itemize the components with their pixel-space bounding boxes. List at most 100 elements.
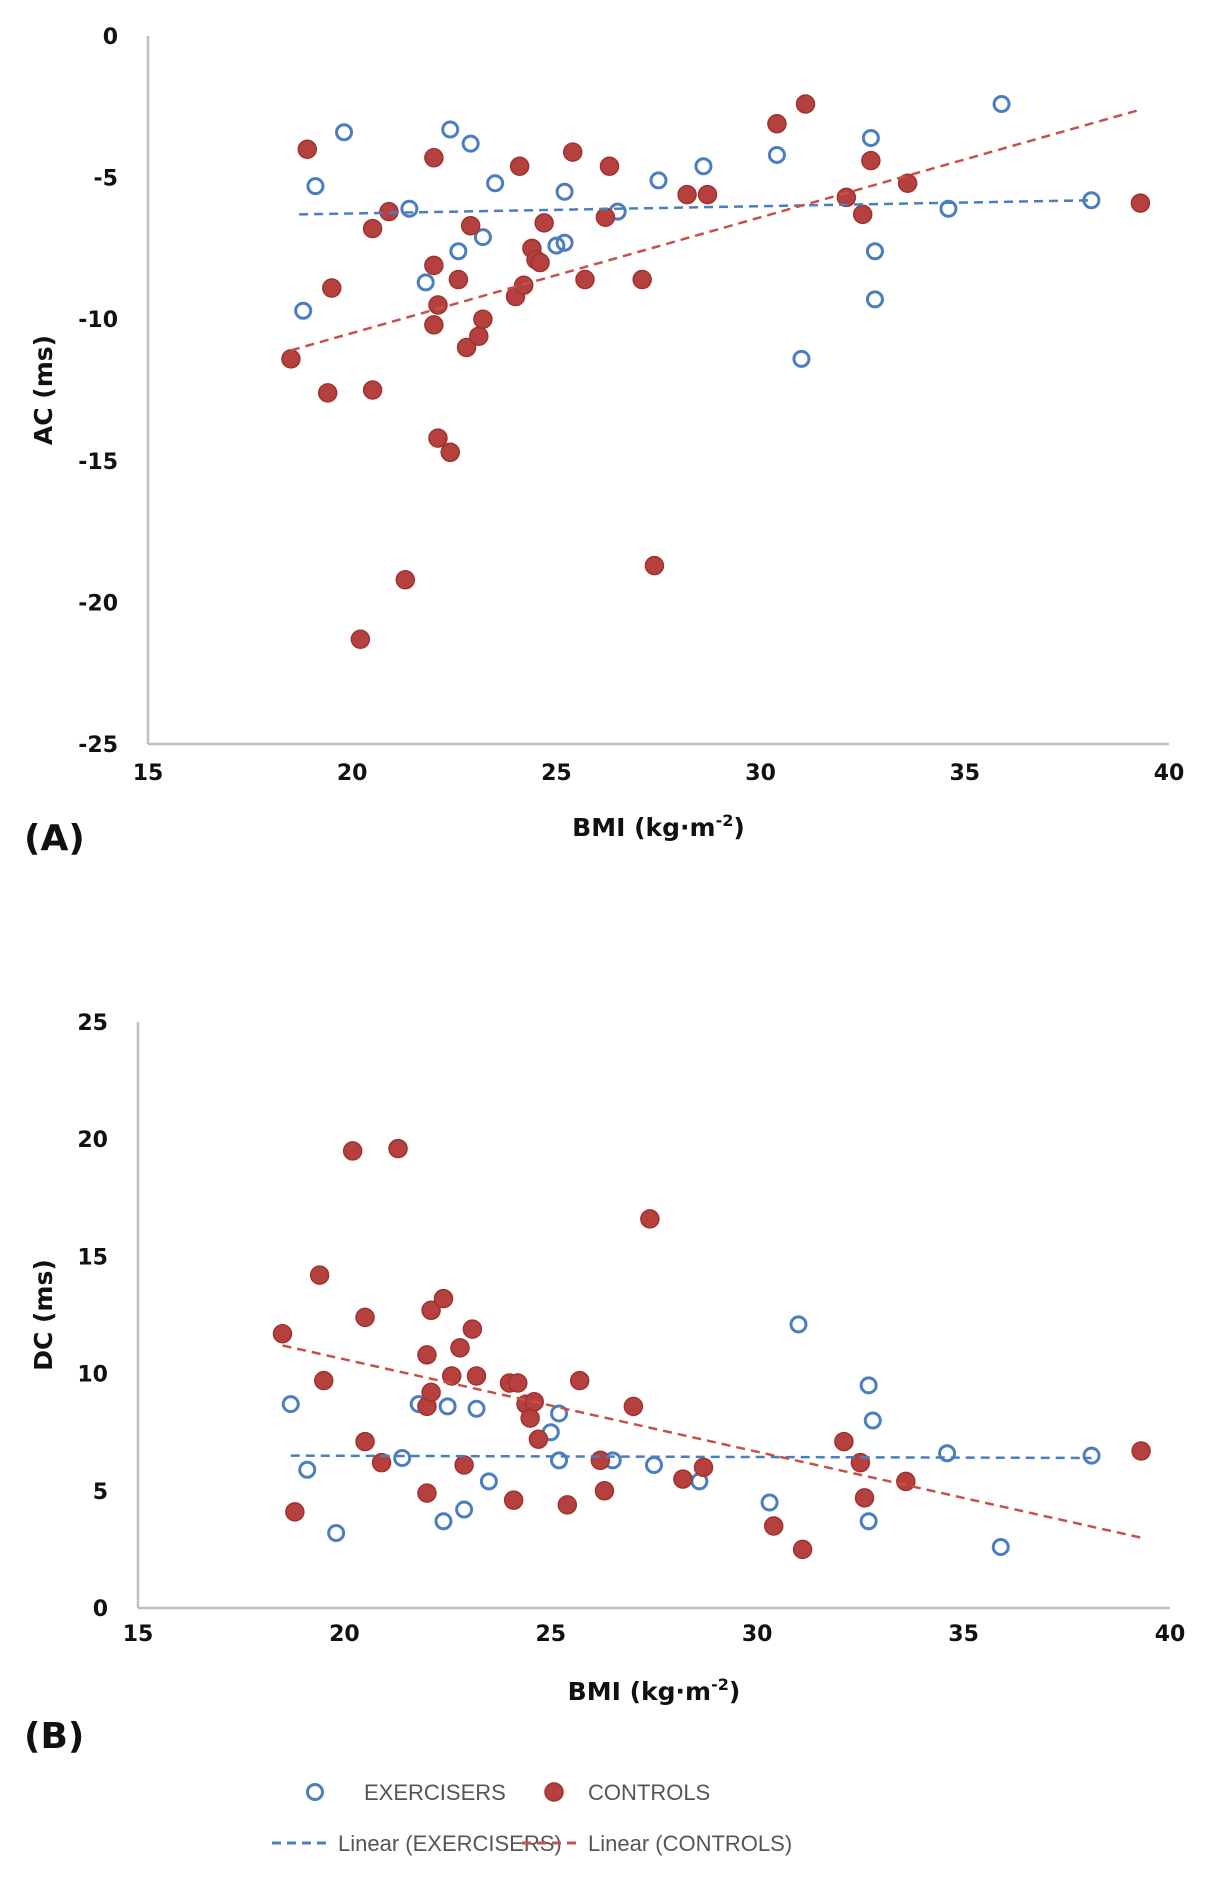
control-point: [852, 204, 873, 225]
exerciser-point: [298, 1460, 317, 1479]
control-point: [362, 380, 383, 400]
legend-item-controls: CONTROLS: [544, 1780, 710, 1805]
control-point: [388, 1138, 408, 1159]
x-tick-label: 30: [742, 1622, 773, 1647]
exerciser-point: [861, 128, 880, 147]
control-point: [595, 207, 616, 227]
y-tick-label: 10: [77, 1363, 108, 1388]
exerciser-point: [473, 228, 492, 247]
panel-label: (A): [24, 818, 85, 859]
exerciser-point: [938, 1444, 957, 1463]
exerciser-point: [434, 1512, 453, 1531]
control-point: [281, 349, 301, 369]
control-point: [297, 139, 318, 160]
exerciser-point: [767, 145, 786, 164]
control-point: [575, 269, 595, 290]
exerciser-point: [863, 1411, 882, 1430]
exerciser-point: [486, 174, 505, 193]
control-point: [314, 1370, 334, 1391]
y-tick-label: -5: [94, 167, 118, 192]
series-controls: [272, 1138, 1151, 1560]
control-point: [424, 148, 444, 168]
control-point: [309, 1265, 330, 1285]
trendline-controls: [290, 108, 1141, 352]
exerciser-point: [649, 171, 668, 190]
exerciser-point: [550, 1404, 569, 1423]
control-point: [417, 1345, 437, 1365]
y-tick-label: -25: [78, 733, 118, 758]
control-point: [534, 213, 554, 233]
x-tick-label: 30: [745, 761, 776, 786]
y-tick-label: -10: [78, 308, 118, 333]
legend-filled-circle-icon: [544, 1782, 564, 1802]
control-point: [562, 142, 583, 162]
legend-item-linear-controls: Linear (CONTROLS): [522, 1831, 792, 1856]
control-point: [590, 1450, 611, 1471]
exerciser-point: [865, 290, 884, 309]
control-point: [433, 1288, 454, 1309]
legend-open-circle-icon: [306, 1783, 324, 1801]
control-point: [795, 94, 816, 114]
exerciser-point: [335, 123, 354, 142]
control-point: [792, 1539, 813, 1560]
control-point: [448, 269, 469, 290]
exerciser-point: [792, 349, 811, 368]
control-point: [673, 1469, 693, 1489]
control-point: [441, 1366, 462, 1386]
exerciser-point: [449, 242, 468, 261]
exerciser-point: [789, 1315, 808, 1334]
control-point: [285, 1502, 305, 1522]
exerciser-point: [694, 157, 713, 176]
exerciser-point: [327, 1523, 346, 1542]
exerciser-point: [393, 1448, 412, 1467]
exerciser-point: [461, 134, 480, 153]
x-axis-title-superscript: -2: [711, 1675, 729, 1694]
x-tick-label: 40: [1155, 1622, 1186, 1647]
x-axis-title-main: BMI (kg·m: [572, 813, 715, 842]
control-point: [834, 1431, 854, 1452]
exerciser-point: [760, 1493, 779, 1512]
control-point: [317, 383, 338, 403]
y-tick-label: 25: [77, 1011, 108, 1036]
control-point: [520, 1408, 540, 1428]
control-point: [509, 156, 530, 177]
control-point: [1130, 193, 1151, 213]
control-point: [350, 629, 371, 649]
control-point: [355, 1307, 375, 1328]
control-point: [440, 442, 460, 463]
x-tick-label: 40: [1154, 761, 1185, 786]
control-point: [763, 1516, 784, 1536]
x-axis-title: BMI (kg·m-2): [568, 1675, 741, 1706]
control-point: [632, 269, 652, 290]
x-tick-label: 35: [949, 761, 980, 786]
y-tick-label: 20: [77, 1128, 108, 1153]
panel-label: (B): [24, 1716, 84, 1757]
control-point: [469, 326, 489, 346]
y-tick-label: 5: [93, 1480, 108, 1505]
control-point: [456, 337, 477, 358]
x-axis-title-superscript: -2: [716, 811, 734, 830]
exerciser-point: [479, 1472, 498, 1491]
control-point: [599, 156, 620, 177]
control-point: [1131, 1441, 1151, 1461]
exerciser-point: [441, 120, 460, 139]
y-axis-title: DC (ms): [29, 1259, 58, 1371]
control-point: [466, 1366, 487, 1386]
control-point: [322, 278, 342, 298]
x-axis-title-close: ): [729, 1677, 740, 1706]
exerciser-point: [306, 177, 325, 196]
control-point: [693, 1457, 714, 1478]
y-axis-title: AC (ms): [29, 335, 58, 445]
control-point: [462, 1319, 483, 1339]
control-point: [424, 255, 444, 276]
legend-label-exercisers: EXERCISERS: [364, 1780, 506, 1805]
control-point: [677, 184, 697, 205]
trendline-exercisers: [299, 199, 1092, 216]
control-point: [424, 315, 444, 335]
legend-label-linear-controls: Linear (CONTROLS): [588, 1831, 792, 1856]
panel-b-dc-vs-bmi: 25 20 15 10 5 0 15 20 25 30 35 40 DC (ms) BMI (kg·m-2…: [24, 1011, 1185, 1757]
x-axis-title: BMI (kg·m-2): [572, 811, 745, 842]
control-point: [697, 184, 718, 205]
control-point: [454, 1455, 474, 1475]
exerciser-point: [939, 199, 958, 218]
